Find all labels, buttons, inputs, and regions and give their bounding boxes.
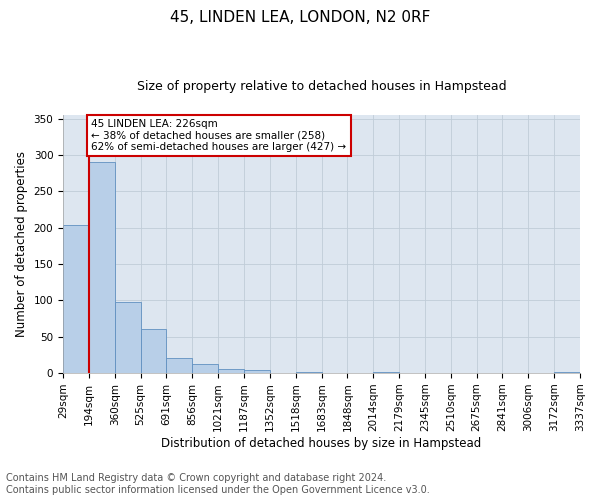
Y-axis label: Number of detached properties: Number of detached properties (15, 151, 28, 337)
X-axis label: Distribution of detached houses by size in Hampstead: Distribution of detached houses by size … (161, 437, 482, 450)
Title: Size of property relative to detached houses in Hampstead: Size of property relative to detached ho… (137, 80, 506, 93)
Bar (115, 302, 140, 373)
Text: Contains HM Land Registry data © Crown copyright and database right 2024.
Contai: Contains HM Land Registry data © Crown c… (6, 474, 430, 495)
Bar (554, 372, 580, 373)
Text: 45 LINDEN LEA: 226sqm
← 38% of detached houses are smaller (258)
62% of semi-det: 45 LINDEN LEA: 226sqm ← 38% of detached … (91, 119, 347, 152)
Bar (373, 372, 399, 373)
Bar (166, 358, 192, 373)
Bar (192, 364, 218, 373)
Bar (89, 162, 115, 373)
Bar (244, 370, 270, 373)
Bar (140, 330, 166, 373)
Bar (63, 224, 89, 373)
Text: 45, LINDEN LEA, LONDON, N2 0RF: 45, LINDEN LEA, LONDON, N2 0RF (170, 10, 430, 25)
Bar (296, 372, 322, 373)
Bar (218, 370, 244, 373)
